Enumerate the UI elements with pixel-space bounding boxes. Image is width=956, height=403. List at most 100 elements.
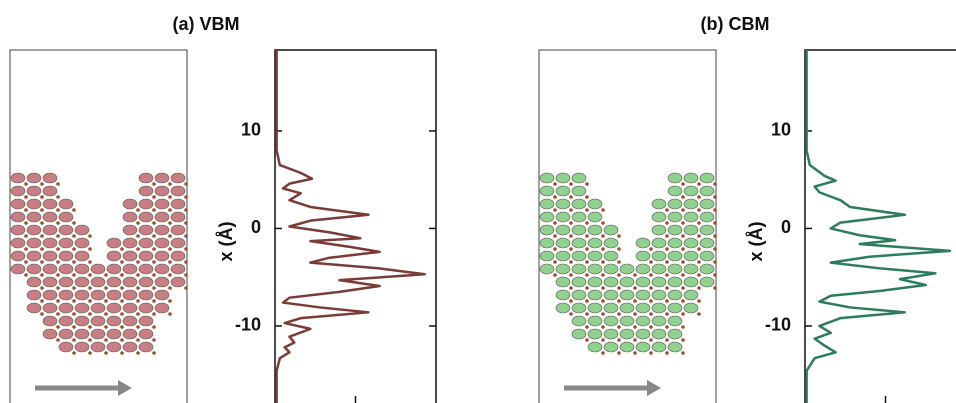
orbital-lobe xyxy=(556,225,570,235)
orbital-lobe xyxy=(636,329,650,339)
atom xyxy=(184,195,188,199)
orbital-lobe xyxy=(59,212,73,222)
orbital-lobe xyxy=(123,212,137,222)
atom xyxy=(569,312,573,316)
orbital-lobe xyxy=(171,212,185,222)
atom xyxy=(617,260,621,264)
atom xyxy=(601,351,605,355)
orbital-lobe xyxy=(652,251,666,261)
orbital-lobe xyxy=(668,316,682,326)
orbital-lobe xyxy=(652,225,666,235)
atom xyxy=(120,260,124,264)
atom xyxy=(72,325,76,329)
orbital-lobe xyxy=(588,225,602,235)
atom xyxy=(40,260,44,264)
orbital-lobe xyxy=(668,173,682,183)
atom xyxy=(665,221,669,225)
atom xyxy=(168,182,172,186)
orbital-lobe xyxy=(59,238,73,248)
orbital-lobe xyxy=(43,303,57,313)
orbital-lobe xyxy=(59,251,73,261)
atom xyxy=(649,247,653,251)
orbital-lobe xyxy=(620,303,634,313)
atom xyxy=(136,208,140,212)
orbital-lobe xyxy=(540,199,554,209)
atom xyxy=(553,273,557,277)
atom xyxy=(88,338,92,342)
atom xyxy=(88,247,92,251)
atom xyxy=(40,299,44,303)
atom xyxy=(665,325,669,329)
atom xyxy=(40,195,44,199)
orbital-lobe xyxy=(27,264,41,274)
orbital-lobe xyxy=(572,173,586,183)
orbital-lobe xyxy=(652,316,666,326)
orbital-lobe xyxy=(604,264,618,274)
orbital-lobe xyxy=(684,173,698,183)
orbital-lobe xyxy=(139,277,153,287)
orbital-lobe xyxy=(652,264,666,274)
atom xyxy=(72,273,76,277)
atom xyxy=(585,221,589,225)
atom xyxy=(40,221,44,225)
atom xyxy=(697,208,701,212)
atom xyxy=(72,234,76,238)
atom xyxy=(681,325,685,329)
plot-frame xyxy=(805,50,956,403)
orbital-lobe xyxy=(588,212,602,222)
orbital-lobe xyxy=(668,264,682,274)
atom xyxy=(72,351,76,355)
orbital-lobe xyxy=(139,173,153,183)
orbital-lobe xyxy=(620,277,634,287)
orbital-lobe xyxy=(171,186,185,196)
atom xyxy=(120,325,124,329)
atom xyxy=(569,182,573,186)
orbital-lobe xyxy=(139,290,153,300)
atom xyxy=(56,182,60,186)
orbital-lobe xyxy=(700,251,714,261)
orbital-lobe xyxy=(604,316,618,326)
orbital-lobe xyxy=(139,316,153,326)
atom xyxy=(553,234,557,238)
orbital-lobe xyxy=(684,277,698,287)
orbital-lobe xyxy=(604,225,618,235)
orbital-lobe xyxy=(171,251,185,261)
orbital-lobe xyxy=(700,212,714,222)
atom xyxy=(681,299,685,303)
atom xyxy=(184,208,188,212)
atom xyxy=(633,286,637,290)
orbital-lobe xyxy=(636,290,650,300)
orbital-lobe xyxy=(43,277,57,287)
atom xyxy=(697,273,701,277)
atom xyxy=(569,208,573,212)
orbital-lobe xyxy=(540,173,554,183)
profile-line xyxy=(277,50,425,403)
axis-label: x (Å) xyxy=(216,221,236,261)
orbital-lobe xyxy=(11,264,25,274)
atom xyxy=(72,286,76,290)
orbital-lobe xyxy=(155,225,169,235)
atom xyxy=(585,312,589,316)
orbital-lobe xyxy=(572,290,586,300)
atom xyxy=(40,182,44,186)
atom xyxy=(56,299,60,303)
orbital-lobe xyxy=(684,264,698,274)
orbital-lobe xyxy=(11,225,25,235)
orbital-lobe xyxy=(652,277,666,287)
orbital-lobe xyxy=(700,173,714,183)
atom xyxy=(24,208,28,212)
orbital-lobe xyxy=(59,329,73,339)
atom xyxy=(24,195,28,199)
atom xyxy=(152,260,156,264)
atom xyxy=(168,299,172,303)
orbital-lobe xyxy=(668,342,682,352)
atom xyxy=(88,325,92,329)
orbital-lobe xyxy=(652,199,666,209)
orbital-lobe xyxy=(27,225,41,235)
orbital-lobe xyxy=(139,342,153,352)
orbital-lobe xyxy=(620,316,634,326)
atom xyxy=(88,260,92,264)
atom xyxy=(152,351,156,355)
orbital-lobe xyxy=(91,277,105,287)
orbital-lobe xyxy=(556,277,570,287)
